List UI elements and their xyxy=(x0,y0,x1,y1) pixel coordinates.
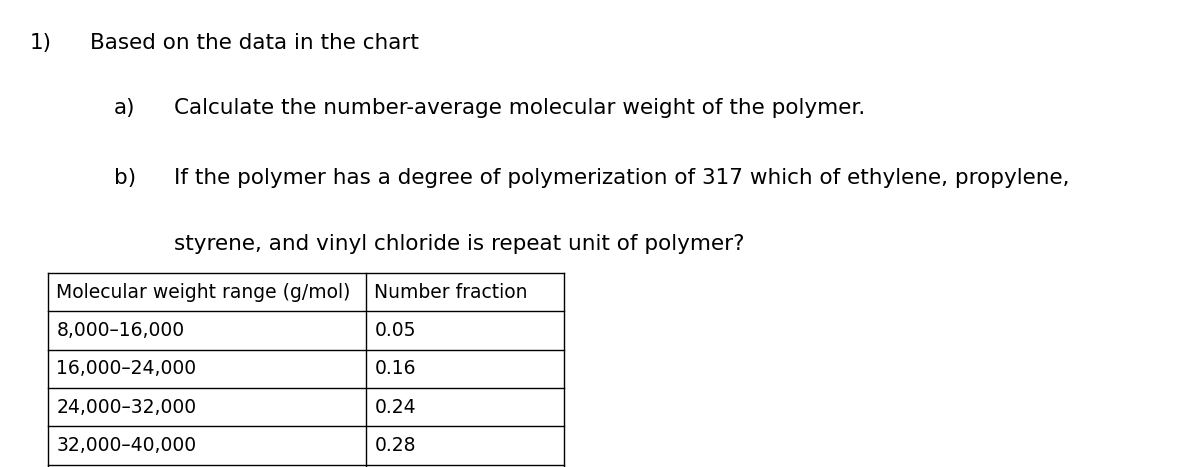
Text: 0.05: 0.05 xyxy=(374,321,416,340)
Text: Calculate the number-average molecular weight of the polymer.: Calculate the number-average molecular w… xyxy=(174,98,865,118)
Text: Number fraction: Number fraction xyxy=(374,283,528,302)
Text: 0.28: 0.28 xyxy=(374,436,416,455)
Text: Molecular weight range (g/mol): Molecular weight range (g/mol) xyxy=(56,283,350,302)
Text: styrene, and vinyl chloride is repeat unit of polymer?: styrene, and vinyl chloride is repeat un… xyxy=(174,234,744,254)
Text: 32,000–40,000: 32,000–40,000 xyxy=(56,436,197,455)
Text: 0.24: 0.24 xyxy=(374,398,416,417)
Text: 8,000–16,000: 8,000–16,000 xyxy=(56,321,185,340)
Text: 24,000–32,000: 24,000–32,000 xyxy=(56,398,197,417)
Text: b): b) xyxy=(114,168,136,188)
Text: a): a) xyxy=(114,98,136,118)
Text: 0.16: 0.16 xyxy=(374,360,416,378)
Text: 16,000–24,000: 16,000–24,000 xyxy=(56,360,197,378)
Text: Based on the data in the chart: Based on the data in the chart xyxy=(90,33,419,53)
Text: 1): 1) xyxy=(30,33,52,53)
Text: If the polymer has a degree of polymerization of 317 which of ethylene, propylen: If the polymer has a degree of polymeriz… xyxy=(174,168,1069,188)
